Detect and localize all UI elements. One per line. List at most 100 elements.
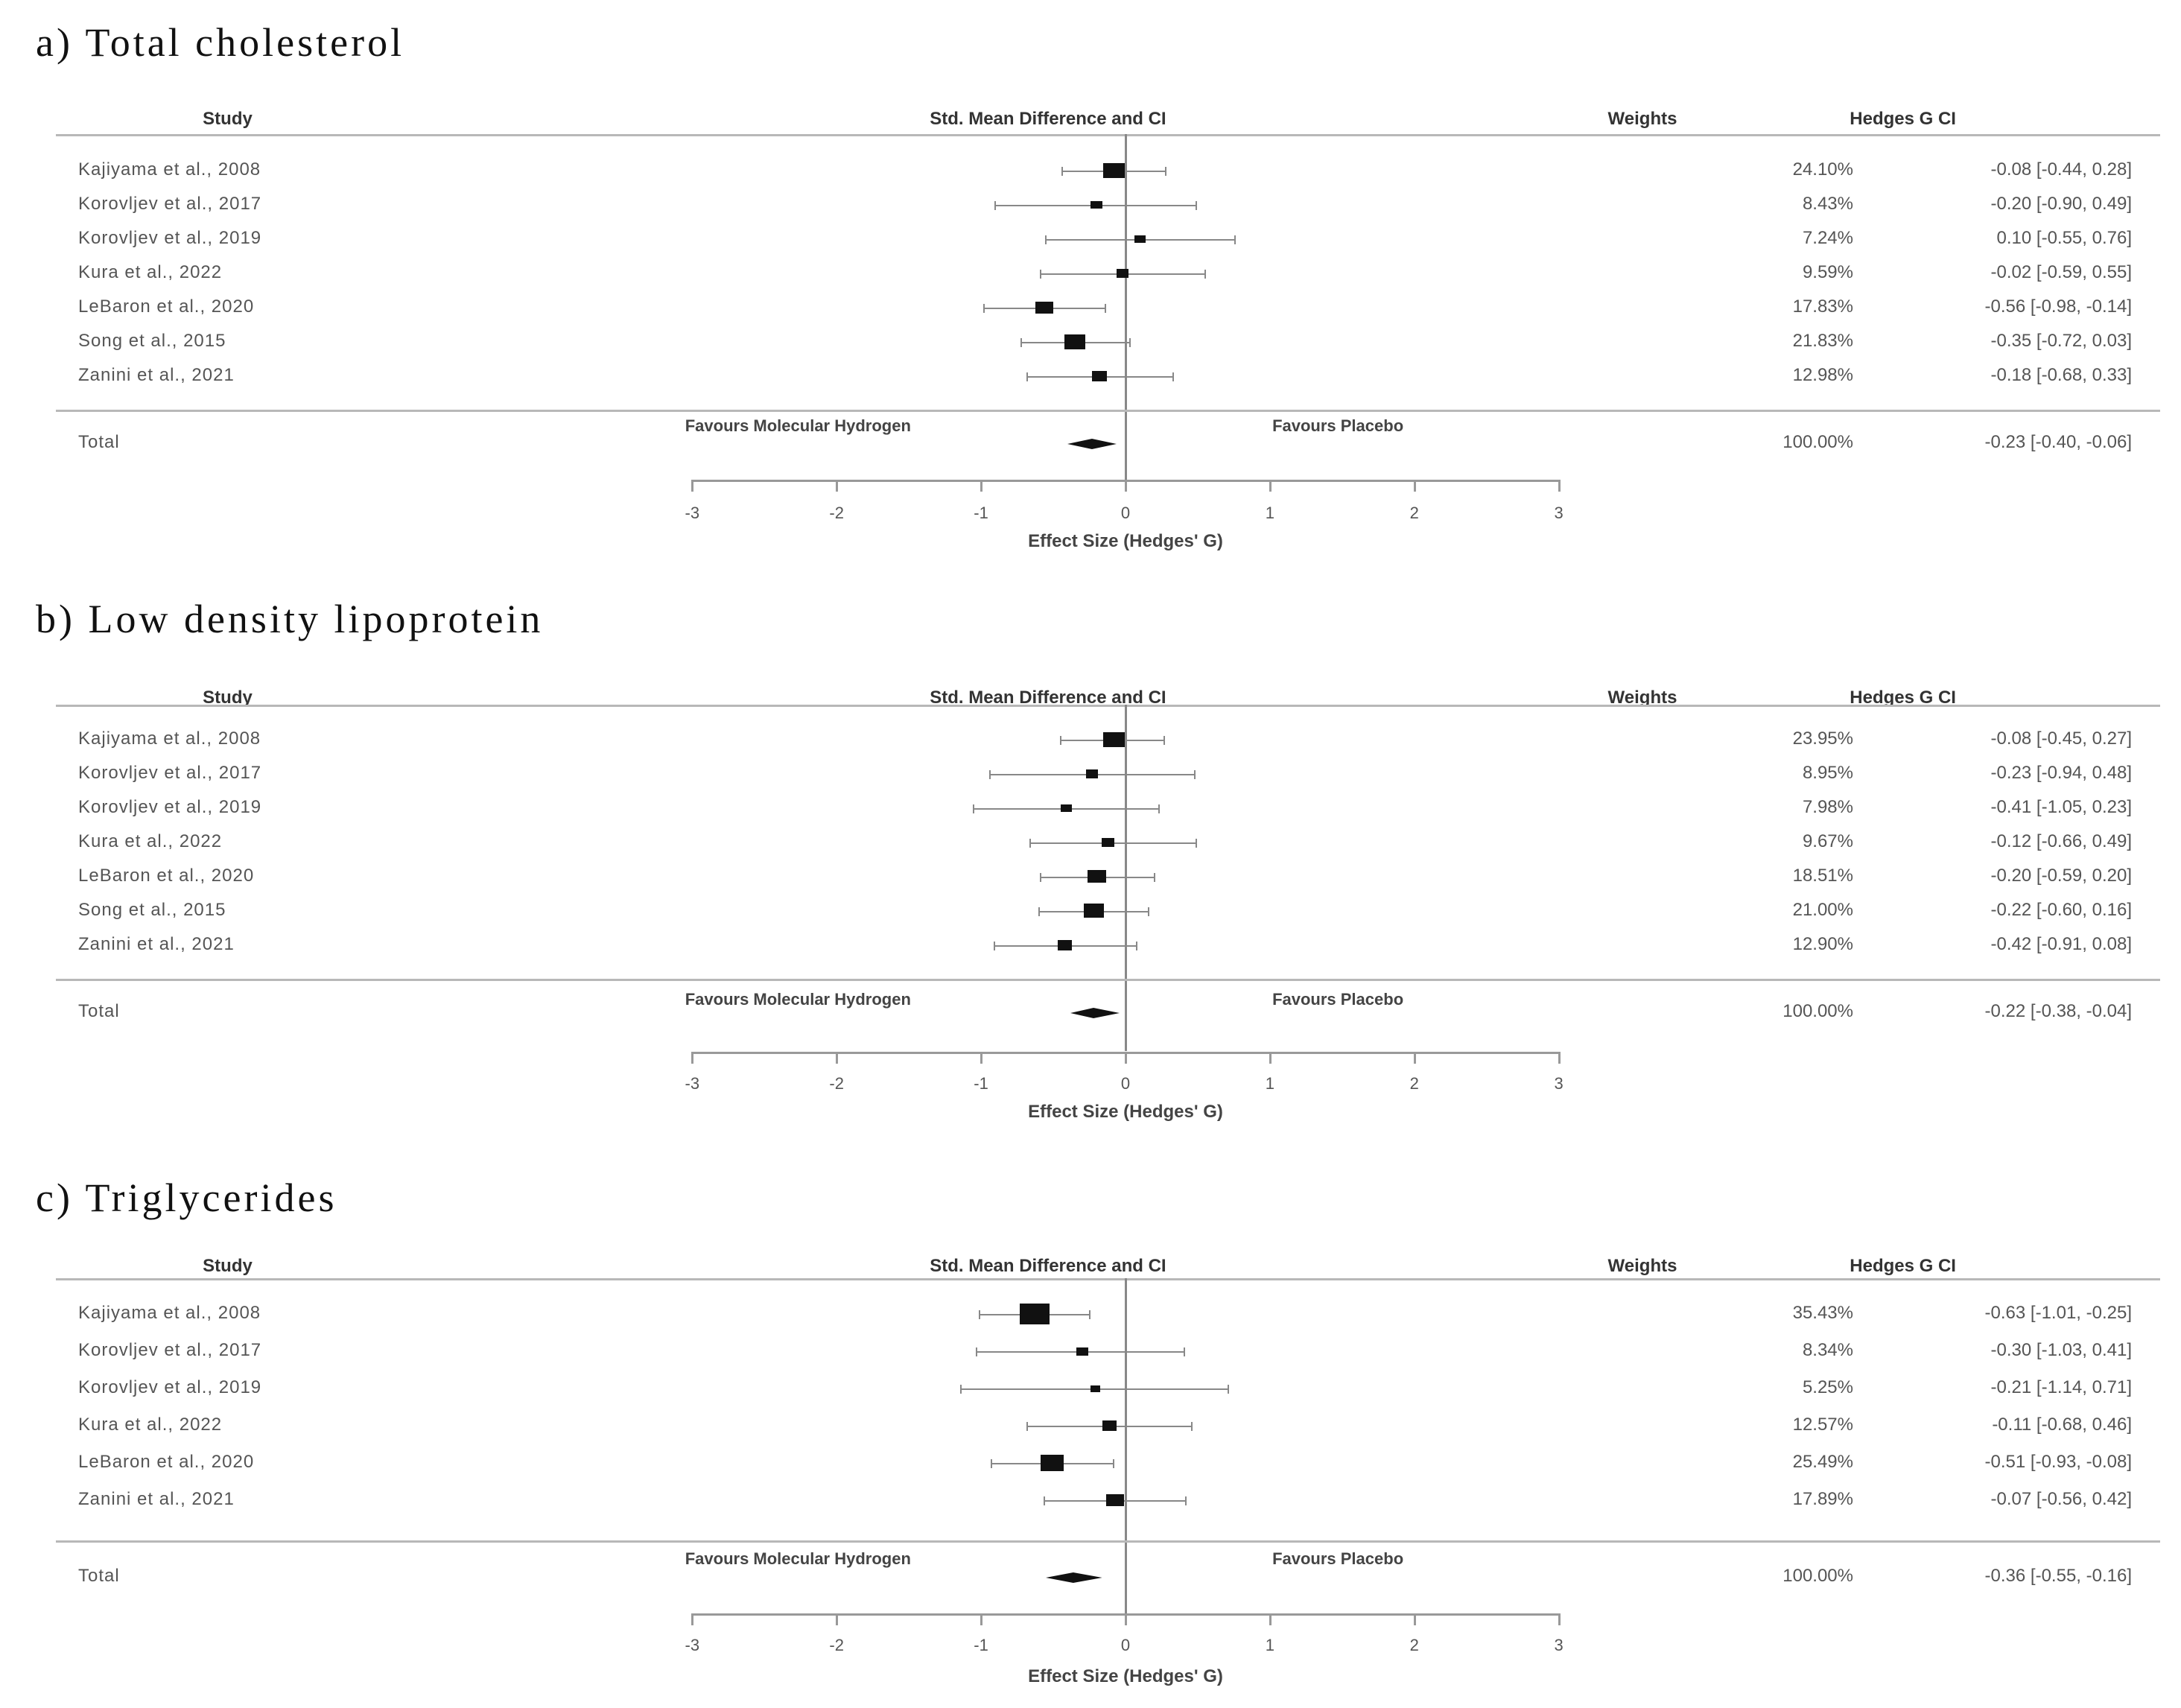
column-header-study: Study: [203, 1255, 253, 1276]
panel-title: c) Triglycerides: [36, 1175, 337, 1220]
study-weight: 23.95%: [1792, 728, 1853, 749]
column-header-hedges: Hedges G CI: [1850, 1255, 1956, 1276]
pooled-effect-diamond: [1046, 1572, 1102, 1584]
ci-upper-cap: [1195, 838, 1197, 848]
column-header-weights: Weights: [1607, 1255, 1677, 1276]
study-hedges-ci: -0.08 [-0.45, 0.27]: [1990, 728, 2132, 749]
x-axis-tick-label: -1: [974, 503, 988, 522]
study-hedges-ci: -0.20 [-0.90, 0.49]: [1990, 193, 2132, 214]
ci-lower-cap: [979, 1310, 981, 1320]
study-weight: 17.83%: [1792, 296, 1853, 317]
effect-size-square: [1076, 1347, 1088, 1356]
ci-lower-cap: [959, 1385, 962, 1394]
ci-lower-cap: [1045, 235, 1047, 244]
x-axis-tick-label: -3: [685, 1636, 700, 1655]
x-axis-tick-label: 3: [1554, 1636, 1563, 1655]
x-axis-tick: [1124, 479, 1127, 492]
ci-lower-cap: [982, 303, 985, 313]
x-axis-tick-label: -1: [974, 1636, 988, 1655]
study-hedges-ci: -0.22 [-0.60, 0.16]: [1990, 899, 2132, 920]
x-axis-tick: [980, 1613, 983, 1626]
effect-size-square: [1064, 334, 1085, 349]
study-name: Zanini et al., 2021: [78, 1488, 235, 1509]
x-axis-tick-label: 1: [1265, 1073, 1274, 1093]
summary-rule: [56, 409, 2160, 412]
effect-size-square: [1106, 1493, 1125, 1507]
effect-size-square: [1083, 904, 1104, 918]
ci-lower-cap: [994, 200, 997, 210]
study-name: Korovljev et al., 2019: [78, 227, 262, 248]
study-name: Korovljev et al., 2019: [78, 1377, 262, 1398]
study-weight: 9.67%: [1802, 831, 1853, 851]
summary-rule: [56, 1540, 2160, 1543]
study-name: Korovljev et al., 2017: [78, 193, 262, 214]
x-axis-tick: [691, 479, 694, 492]
effect-size-square: [1040, 1455, 1064, 1471]
study-hedges-ci: -0.07 [-0.56, 0.42]: [1990, 1488, 2132, 1509]
x-axis-tick-label: 1: [1265, 503, 1274, 522]
total-label: Total: [78, 1566, 120, 1587]
x-axis-title: Effect Size (Hedges' G): [1028, 1666, 1223, 1687]
ci-lower-cap: [1039, 269, 1041, 279]
total-hedges-ci: -0.23 [-0.40, -0.06]: [1984, 431, 2132, 452]
x-axis-tick: [980, 479, 983, 492]
column-header-effect: Std. Mean Difference and CI: [930, 1255, 1166, 1276]
study-name: LeBaron et al., 2020: [78, 1452, 255, 1473]
ci-upper-cap: [1163, 735, 1166, 745]
column-header-study: Study: [203, 109, 253, 130]
x-axis-tick-label: 2: [1409, 1636, 1419, 1655]
ci-lower-cap: [1026, 1422, 1029, 1432]
ci-lower-cap: [1029, 838, 1031, 848]
ci-lower-cap: [1059, 735, 1061, 745]
ci-upper-cap: [1184, 1347, 1186, 1357]
effect-size-square: [1092, 371, 1107, 381]
header-rule: [56, 134, 2160, 137]
effect-size-square: [1087, 870, 1106, 883]
column-header-effect: Std. Mean Difference and CI: [930, 688, 1166, 708]
study-hedges-ci: -0.02 [-0.59, 0.55]: [1990, 261, 2132, 282]
ci-upper-cap: [1234, 235, 1236, 244]
study-name: Kura et al., 2022: [78, 831, 223, 851]
favours-placebo-label: Favours Placebo: [1272, 416, 1404, 436]
x-axis-tick: [836, 1613, 839, 1626]
favours-placebo-label: Favours Placebo: [1272, 989, 1404, 1009]
study-name: Kajiyama et al., 2008: [78, 728, 261, 749]
effect-size-square: [1090, 200, 1102, 209]
x-axis-tick: [1269, 1051, 1272, 1064]
column-header-hedges: Hedges G CI: [1850, 688, 1956, 708]
study-name: Kajiyama et al., 2008: [78, 1303, 261, 1324]
x-axis-tick-label: -2: [829, 1073, 844, 1093]
column-header-study: Study: [203, 688, 253, 708]
x-axis-tick-label: -3: [685, 503, 700, 522]
panel-title: a) Total cholesterol: [36, 20, 405, 66]
study-weight: 8.95%: [1802, 762, 1853, 783]
forest-panel-2: b) Low density lipoprotein Study Std. Mean…: [0, 571, 2181, 1144]
x-axis-tick-label: -1: [974, 1073, 988, 1093]
effect-size-square: [1057, 939, 1073, 950]
ci-lower-cap: [976, 1347, 978, 1357]
zero-reference-line: [1124, 1277, 1127, 1614]
ci-lower-cap: [973, 804, 975, 813]
study-weight: 5.25%: [1802, 1377, 1853, 1398]
study-name: Kura et al., 2022: [78, 1415, 223, 1435]
x-axis-tick-label: 3: [1554, 1073, 1563, 1093]
study-name: Zanini et al., 2021: [78, 933, 235, 954]
x-axis-tick-label: 0: [1120, 503, 1131, 522]
study-weight: 7.24%: [1802, 227, 1853, 248]
x-axis-tick-label: 1: [1265, 1636, 1274, 1655]
ci-upper-cap: [1195, 200, 1197, 210]
pooled-effect-diamond: [1067, 439, 1117, 449]
effect-size-square: [1102, 162, 1126, 179]
ci-upper-cap: [1185, 1496, 1187, 1505]
x-axis-tick-label: -2: [829, 503, 844, 522]
ci-upper-cap: [1158, 804, 1160, 813]
total-label: Total: [78, 431, 120, 452]
favours-hydrogen-label: Favours Molecular Hydrogen: [685, 1549, 911, 1568]
ci-upper-cap: [1104, 303, 1106, 313]
study-hedges-ci: 0.10 [-0.55, 0.76]: [1996, 227, 2132, 248]
study-hedges-ci: -0.42 [-0.91, 0.08]: [1990, 933, 2132, 954]
x-axis-title: Effect Size (Hedges' G): [1028, 531, 1223, 552]
x-axis-tick: [1413, 1613, 1416, 1626]
ci-upper-cap: [1088, 1310, 1090, 1320]
ci-lower-cap: [1038, 907, 1040, 916]
